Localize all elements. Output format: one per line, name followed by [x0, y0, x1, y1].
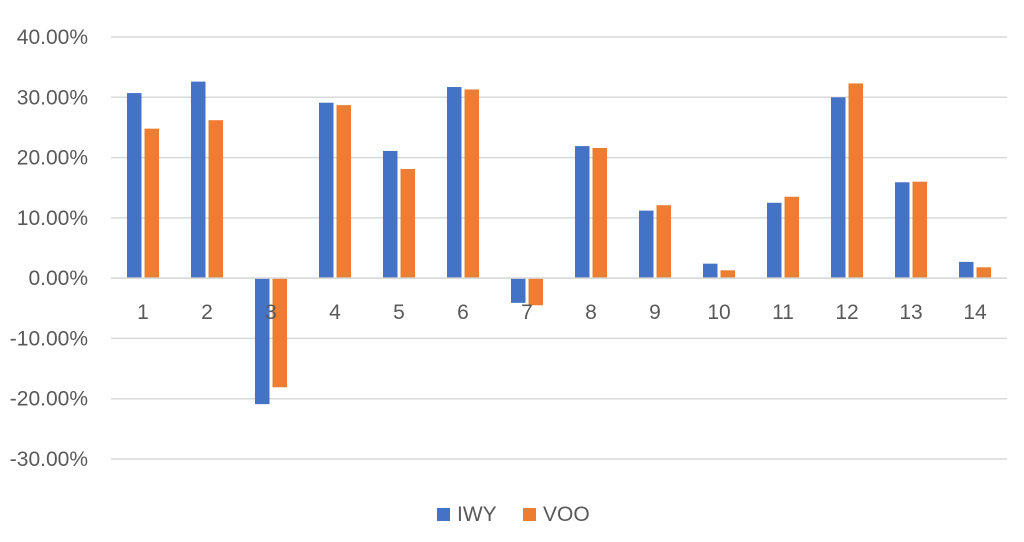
bar-voo-2 — [208, 120, 223, 279]
bar-iwy-1 — [127, 93, 142, 279]
x-category-label: 2 — [201, 301, 213, 324]
x-category-label: 7 — [521, 301, 533, 324]
y-tick-label: -10.00% — [10, 327, 88, 350]
grid-layer — [111, 36, 1007, 460]
bar-iwy-4 — [319, 102, 334, 279]
x-category-label: 4 — [329, 301, 341, 324]
bar-iwy-7 — [511, 278, 526, 303]
bar-voo-6 — [464, 89, 479, 279]
y-tick-label: -30.00% — [10, 448, 88, 471]
bar-voo-12 — [848, 83, 863, 279]
x-category-label: 13 — [899, 301, 922, 324]
bar-iwy-6 — [447, 87, 462, 279]
bar-iwy-3 — [255, 278, 270, 405]
x-category-label: 9 — [649, 301, 661, 324]
bar-voo-9 — [656, 205, 671, 279]
bar-iwy-12 — [831, 97, 846, 279]
bar-iwy-8 — [575, 146, 590, 279]
x-category-label: 12 — [835, 301, 858, 324]
bar-voo-8 — [592, 147, 607, 279]
y-tick-label: 30.00% — [17, 86, 88, 109]
bar-voo-10 — [720, 270, 735, 279]
y-tick-label: 10.00% — [17, 207, 88, 230]
bar-voo-11 — [784, 196, 799, 279]
bar-iwy-11 — [767, 202, 782, 279]
legend-swatch-voo — [523, 508, 536, 521]
bar-voo-1 — [144, 128, 159, 279]
bar-voo-7 — [528, 278, 543, 306]
bar-voo-13 — [912, 181, 927, 279]
legend-label-voo: VOO — [543, 503, 590, 526]
bar-voo-4 — [336, 105, 351, 279]
legend-label-iwy: IWY — [457, 503, 497, 526]
y-tick-label: 20.00% — [17, 147, 88, 170]
bar-iwy-14 — [959, 261, 974, 279]
legend: IWY VOO — [437, 503, 590, 526]
bar-voo-14 — [976, 267, 991, 279]
y-tick-label: 40.00% — [17, 26, 88, 49]
x-category-label: 6 — [457, 301, 469, 324]
bar-voo-5 — [400, 169, 415, 279]
bar-iwy-9 — [639, 210, 654, 279]
x-axis-category-labels: 1 2 3 4 5 6 7 8 9 10 11 12 13 14 — [137, 301, 987, 324]
bar-voo-3 — [272, 278, 287, 388]
bar-iwy-13 — [895, 182, 910, 279]
x-category-label: 14 — [963, 301, 987, 324]
x-category-label: 3 — [265, 301, 277, 324]
x-category-label: 10 — [707, 301, 730, 324]
bar-iwy-2 — [191, 81, 206, 279]
y-tick-label: 0.00% — [28, 267, 88, 290]
x-category-label: 1 — [137, 301, 149, 324]
x-category-label: 11 — [772, 301, 794, 324]
bars-layer — [111, 81, 1007, 405]
legend-swatch-iwy — [437, 508, 450, 521]
x-category-label: 5 — [393, 301, 405, 324]
x-category-label: 8 — [585, 301, 597, 324]
y-tick-label: -20.00% — [10, 388, 88, 411]
bar-iwy-10 — [703, 263, 718, 279]
y-axis-tick-labels: 40.00% 30.00% 20.00% 10.00% 0.00% -10.00% -20.… — [10, 26, 88, 471]
bar-iwy-5 — [383, 150, 398, 279]
